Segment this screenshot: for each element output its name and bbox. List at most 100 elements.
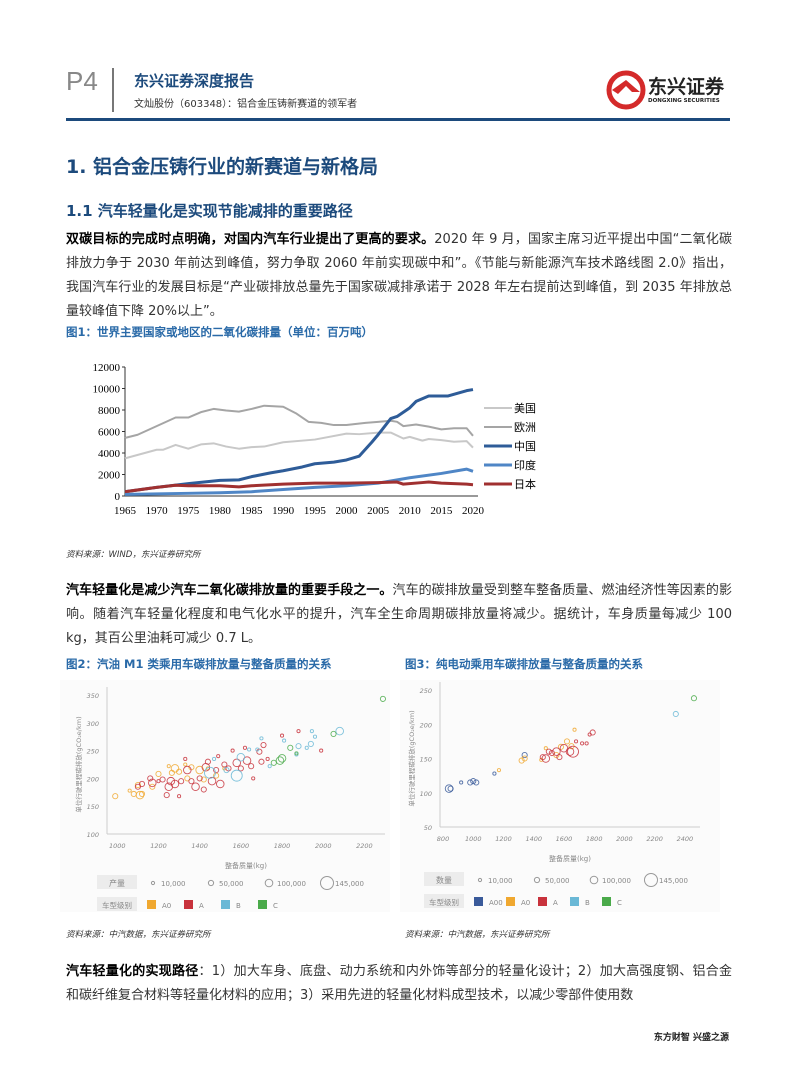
data-point-A	[237, 765, 244, 772]
data-point-B	[247, 747, 252, 752]
paragraph-3: 汽车轻量化的实现路径：1）加大车身、底盘、动力系统和内外饰等部分的轻量化设计；2…	[66, 960, 732, 1008]
data-point-A	[242, 745, 248, 750]
x-tick-label: 2000	[315, 842, 332, 850]
data-point-B	[212, 756, 217, 761]
data-point-A0	[521, 755, 528, 762]
data-point-A	[183, 765, 192, 775]
data-point-A00	[492, 771, 497, 776]
data-point-A	[216, 754, 221, 759]
size-legend-label: 数量	[436, 875, 452, 885]
x-tick-label: 1400	[525, 835, 542, 843]
data-point-A	[260, 741, 267, 749]
data-point-A0	[134, 782, 141, 789]
paragraph-lead: 汽车轻量化的实现路径	[66, 964, 199, 979]
class-legend-swatch	[474, 897, 483, 906]
data-point-A	[170, 779, 180, 789]
data-point-A	[265, 756, 270, 761]
x-tick-label: 2000	[616, 835, 633, 843]
data-point-A0	[184, 775, 191, 782]
legend-box	[424, 872, 464, 886]
ev-scatter-chart: 50 100 150 200 250 800 1000 1200 1400 1600 1800 200…	[400, 680, 720, 912]
size-legend-label: 产量	[109, 878, 125, 888]
data-point-A	[188, 778, 195, 785]
y-tick-label: 12000	[93, 362, 121, 374]
y-tick-label: 200	[420, 721, 432, 729]
y-axis-label: 单位行驶里程碳排放(gCO₂e/km)	[407, 710, 416, 806]
y-tick-label: 8000	[98, 405, 121, 417]
y-tick-label: 300	[87, 720, 99, 728]
data-point-A	[541, 754, 551, 763]
size-legend-icon	[477, 877, 483, 883]
data-point-A0	[138, 790, 146, 798]
data-point-A	[191, 782, 200, 791]
class-legend-name: B	[585, 899, 590, 907]
header-divider	[112, 68, 114, 112]
data-point-C	[690, 695, 698, 702]
data-point-A	[584, 741, 589, 746]
data-point-A	[200, 786, 207, 793]
size-legend-value: 100,000	[602, 877, 631, 885]
x-tick-label: 2015	[430, 505, 453, 517]
data-point-A	[296, 729, 301, 734]
figure-1-source: 资料来源：WIND，东兴证券研究所	[66, 550, 201, 560]
y-tick-label: 250	[420, 687, 432, 695]
class-legend-swatch	[506, 897, 515, 906]
data-point-A	[183, 756, 188, 761]
x-tick-label: 1000	[465, 835, 482, 843]
x-tick-label: 2400	[677, 835, 694, 843]
figure-2-source: 资料来源：中汽数据，东兴证券研究所	[66, 930, 211, 940]
y-tick-label: 50	[424, 824, 432, 832]
size-legend-icon	[150, 880, 156, 886]
data-point-C	[379, 695, 386, 702]
paragraph-2: 汽车轻量化是减少汽车二氧化碳排放量的重要手段之一。汽车的碳排放量受到整车整备质量…	[66, 579, 732, 651]
subsection-heading: 1.1 汽车轻量化是实现节能减排的重要路径	[66, 202, 353, 220]
x-tick-label: 1200	[495, 835, 512, 843]
data-point-A0	[563, 738, 571, 745]
data-point-A	[258, 758, 265, 765]
data-point-A	[196, 775, 203, 782]
paragraph-lead: 双碳目标的完成时点明确，对国内汽车行业提出了更高的要求。	[66, 232, 435, 247]
report-title: 东兴证券深度报告	[134, 72, 255, 90]
data-point-A0	[135, 790, 145, 800]
series-line-印度	[124, 467, 474, 496]
data-point-A	[556, 754, 563, 761]
x-tick-label: 1000	[109, 842, 126, 850]
data-point-A	[279, 733, 285, 738]
data-point-A	[232, 758, 241, 768]
size-legend-value: 145,000	[659, 877, 688, 885]
y-tick-label: 6000	[98, 427, 121, 439]
data-point-A	[548, 749, 555, 757]
class-legend-swatch	[538, 897, 547, 906]
data-point-A00	[470, 778, 477, 785]
paragraph-body: 汽车的碳排放量受到整车整备质量、燃油经济性等因素的影响。随着汽车轻量化程度和电气…	[66, 583, 732, 646]
data-point-A	[230, 748, 235, 753]
size-legend-value: 100,000	[277, 880, 306, 888]
figure-2-title: 图2：汽油 M1 类乘用车碳排放量与整备质量的关系	[66, 657, 332, 671]
y-tick-label: 0	[115, 491, 121, 503]
data-point-A	[204, 758, 211, 765]
class-legend-label: 车型级别	[429, 897, 459, 907]
y-tick-label: 150	[420, 756, 432, 764]
data-point-C	[275, 756, 285, 765]
data-point-B	[230, 769, 243, 782]
data-point-A	[589, 729, 596, 736]
data-point-A	[552, 747, 561, 756]
data-point-A00	[459, 780, 464, 785]
data-point-A0	[170, 764, 180, 773]
x-tick-label: 2005	[367, 505, 390, 517]
data-point-A	[147, 775, 154, 782]
x-axis-label: 整备质量(kg)	[225, 861, 267, 870]
y-tick-label: 250	[87, 748, 99, 756]
data-point-B	[312, 734, 318, 739]
x-tick-label: 1975	[177, 505, 200, 517]
data-point-A	[256, 748, 263, 755]
company-logo: 东兴证券 DONGXING SECURITIES	[606, 68, 726, 114]
data-point-B	[304, 745, 309, 750]
data-point-B	[309, 729, 314, 734]
x-tick-label: 1970	[146, 505, 169, 517]
figure-3-title: 图3：纯电动乘用车碳排放量与整备质量的关系	[405, 657, 643, 671]
size-legend-icon	[644, 873, 658, 887]
x-tick-label: 1965	[114, 505, 137, 517]
logo-mark-icon	[606, 70, 646, 110]
size-legend-icon	[533, 876, 541, 884]
